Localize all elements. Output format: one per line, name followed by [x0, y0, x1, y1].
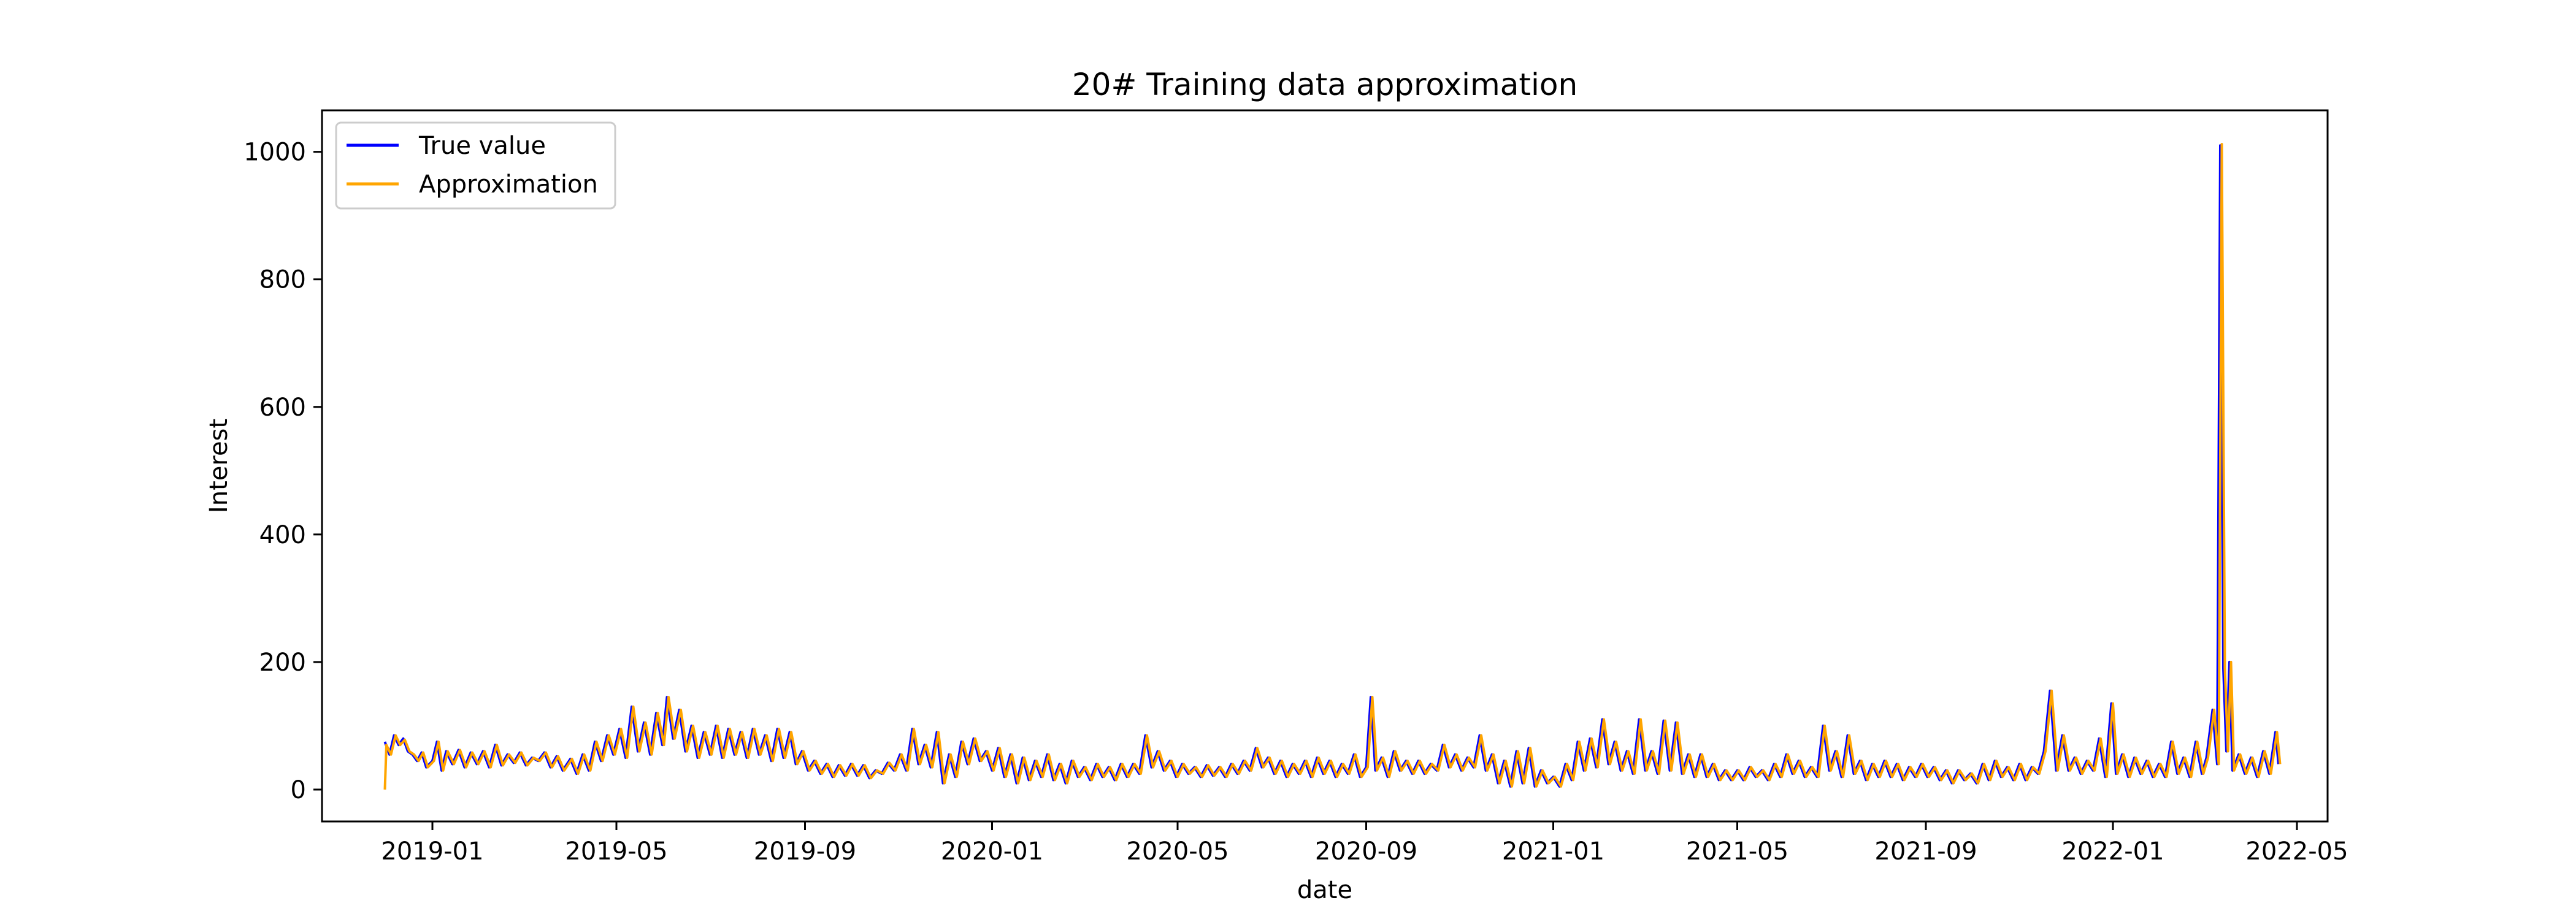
plot-area-frame: [321, 109, 2329, 823]
y-tick-label: 0: [291, 776, 306, 804]
legend-approximation-label: Approximation: [419, 170, 598, 199]
x-tick-label: 2020-01: [941, 837, 1043, 866]
y-tick-label: 800: [259, 266, 306, 294]
x-tick-label: 2022-05: [2245, 837, 2348, 866]
x-tick-label: 2021-01: [1502, 837, 1604, 866]
y-axis: 0 200 400 600 800 1000: [243, 139, 322, 804]
x-tick-label: 2019-09: [754, 837, 856, 866]
y-axis-label: Interest: [205, 419, 233, 513]
x-tick-label: 2019-01: [381, 837, 483, 866]
y-tick-label: 400: [259, 521, 306, 549]
x-tick-label: 2021-09: [1874, 837, 1977, 866]
x-tick-label: 2021-05: [1686, 837, 1788, 866]
x-tick-label: 2020-09: [1315, 837, 1417, 866]
y-tick-label: 600: [259, 394, 306, 422]
x-tick-label: 2019-05: [565, 837, 667, 866]
series-layer: [383, 143, 2282, 790]
x-tick-label: 2022-01: [2061, 837, 2164, 866]
series-line-true-value: [383, 144, 2280, 788]
legend: True value Approximation: [335, 121, 616, 210]
y-tick-label: 200: [259, 649, 306, 677]
legend-box: [335, 121, 616, 210]
x-tick-label: 2020-05: [1126, 837, 1229, 866]
chart-title: 20# Training data approximation: [1072, 67, 1577, 102]
legend-true-value-label: True value: [418, 132, 546, 160]
x-axis: 2019-01 2019-05 2019-09 2020-01 2020-05 2020-…: [381, 821, 2348, 866]
x-axis-label: date: [1297, 876, 1352, 904]
y-tick-label: 1000: [243, 139, 306, 167]
series-line-approximation: [383, 143, 2282, 790]
